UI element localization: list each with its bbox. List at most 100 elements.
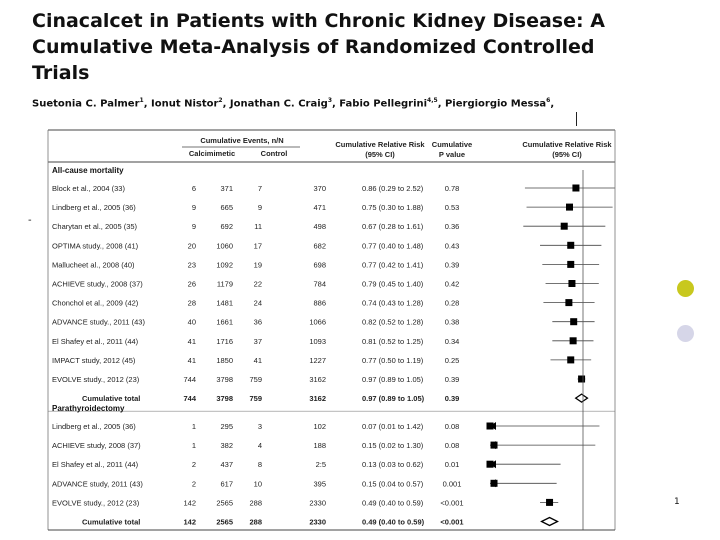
calcimimetic-total: 1481 — [216, 299, 233, 308]
author-affiliation: 4,5 — [427, 97, 438, 104]
point-estimate-square — [565, 299, 573, 307]
cumulative-estimate-diamond — [540, 516, 559, 527]
calcimimetic-total: 617 — [220, 479, 233, 488]
calcimimetic-total: 2565 — [216, 498, 233, 507]
calcimimetic-total: 3798 — [216, 375, 233, 384]
relative-risk-ci: 0.15 (0.02 to 1.30) — [362, 441, 424, 450]
author-separator: , — [437, 98, 445, 110]
point-estimate-square — [490, 479, 498, 487]
author-name: Fabio Pellegrini — [339, 98, 428, 110]
control-events: 288 — [249, 518, 262, 527]
study-name: ADVANCE study., 2011 (43) — [52, 318, 145, 327]
control-total: 2330 — [309, 518, 326, 527]
point-estimate-square — [560, 222, 568, 230]
plot-header-line2: (95% CI) — [552, 150, 582, 159]
calcimimetic-total: 692 — [220, 222, 233, 231]
calcimimetic-events: 2 — [192, 479, 196, 488]
point-estimate-square — [578, 375, 586, 383]
calcimimetic-events: 142 — [183, 518, 196, 527]
author-name: Piergiorgio Messa — [444, 98, 547, 110]
author-list: Suetonia C. Palmer1, Ionut Nistor2, Jona… — [32, 97, 554, 109]
events-group-header: Cumulative Events, n/N — [200, 136, 283, 145]
calcimimetic-events: 28 — [188, 299, 196, 308]
relative-risk-ci: 0.77 (0.40 to 1.48) — [362, 241, 424, 250]
control-events: 11 — [254, 222, 262, 231]
calcimimetic-total: 2565 — [216, 518, 233, 527]
calcimimetic-events: 9 — [192, 203, 196, 212]
control-events: 37 — [254, 337, 262, 346]
calcimimetic-total: 437 — [220, 460, 233, 469]
author-name: Jonathan C. Craig — [229, 98, 328, 110]
relative-risk-ci: 0.07 (0.01 to 1.42) — [362, 422, 424, 431]
p-value: 0.78 — [445, 184, 460, 193]
pvalue-header-line1: Cumulative — [432, 140, 472, 149]
relative-risk-ci: 0.77 (0.50 to 1.19) — [362, 356, 424, 365]
control-events: 41 — [254, 356, 262, 365]
p-value: 0.39 — [445, 394, 460, 403]
relative-risk-ci: 0.86 (0.29 to 2.52) — [362, 184, 424, 193]
study-name: EVOLVE study., 2012 (23) — [52, 498, 140, 507]
calcimimetic-total: 382 — [220, 441, 233, 450]
point-estimate-square — [570, 318, 578, 326]
study-name: ACHIEVE study., 2008 (37) — [52, 280, 143, 289]
control-total: 395 — [313, 479, 326, 488]
control-total: 2:5 — [316, 460, 326, 469]
calcimimetic-total: 1060 — [216, 241, 233, 250]
calcimimetic-total: 3798 — [216, 394, 233, 403]
p-value: 0.28 — [445, 299, 460, 308]
cumulative-total-label: Cumulative total — [82, 518, 140, 527]
relative-risk-ci: 0.15 (0.04 to 0.57) — [362, 479, 424, 488]
calcimimetic-events: 1 — [192, 441, 196, 450]
point-estimate-square — [568, 280, 576, 287]
p-value: 0.08 — [445, 422, 460, 431]
control-events: 17 — [254, 241, 262, 250]
calcimimetic-events: 26 — [188, 280, 196, 289]
text-cursor-mark — [576, 112, 577, 126]
relative-risk-ci: 0.79 (0.45 to 1.40) — [362, 280, 424, 289]
study-name: El Shafey et al., 2011 (44) — [52, 337, 139, 346]
p-value: 0.42 — [445, 280, 460, 289]
study-name: ADVANCE study, 2011 (43) — [52, 479, 143, 488]
control-events: 759 — [249, 375, 262, 384]
p-value: 0.38 — [445, 318, 460, 327]
rr-header-line1: Cumulative Relative Risk — [335, 140, 425, 149]
calcimimetic-header: Calcimimetic — [189, 149, 235, 158]
control-events: 22 — [254, 280, 262, 289]
p-value: 0.39 — [445, 375, 460, 384]
point-estimate-square — [567, 356, 575, 364]
study-name: El Shafey et al., 2011 (44) — [52, 460, 139, 469]
control-total: 370 — [313, 184, 326, 193]
calcimimetic-total: 1179 — [217, 280, 233, 289]
study-name: Lindberg et al., 2005 (36) — [52, 203, 136, 212]
section-title: Parathyroidectomy — [52, 404, 125, 413]
control-total: 1066 — [309, 318, 326, 327]
pvalue-header-line2: P value — [439, 150, 465, 159]
study-name: Block et al., 2004 (33) — [52, 184, 125, 193]
control-header: Control — [261, 149, 288, 158]
calcimimetic-events: 142 — [183, 498, 196, 507]
author-name: Ionut Nistor — [151, 98, 219, 110]
point-estimate-square — [486, 460, 494, 468]
calcimimetic-total: 295 — [220, 422, 233, 431]
control-events: 36 — [254, 318, 262, 327]
rr-header-line2: (95% CI) — [365, 150, 395, 159]
point-estimate-square — [572, 184, 580, 192]
calcimimetic-events: 2 — [192, 460, 196, 469]
relative-risk-ci: 0.67 (0.28 to 1.61) — [362, 222, 424, 231]
study-name: ACHIEVE study, 2008 (37) — [52, 441, 141, 450]
p-value: 0.08 — [445, 441, 460, 450]
author-separator: , — [222, 98, 230, 110]
point-estimate-square — [546, 498, 554, 506]
calcimimetic-events: 744 — [183, 394, 196, 403]
study-name: Charytan et al., 2005 (35) — [52, 222, 138, 231]
cumulative-estimate-diamond — [574, 393, 589, 403]
page-number: 1 — [674, 497, 680, 507]
study-name: Mallucheet al., 2008 (40) — [52, 260, 135, 269]
control-events: 7 — [258, 184, 262, 193]
control-events: 10 — [254, 479, 262, 488]
calcimimetic-events: 1 — [192, 422, 196, 431]
author-name: Suetonia C. Palmer — [32, 98, 140, 110]
study-name: Lindberg et al., 2005 (36) — [52, 422, 136, 431]
stray-dash-mark: - — [28, 215, 32, 226]
p-value: 0.25 — [445, 356, 460, 365]
